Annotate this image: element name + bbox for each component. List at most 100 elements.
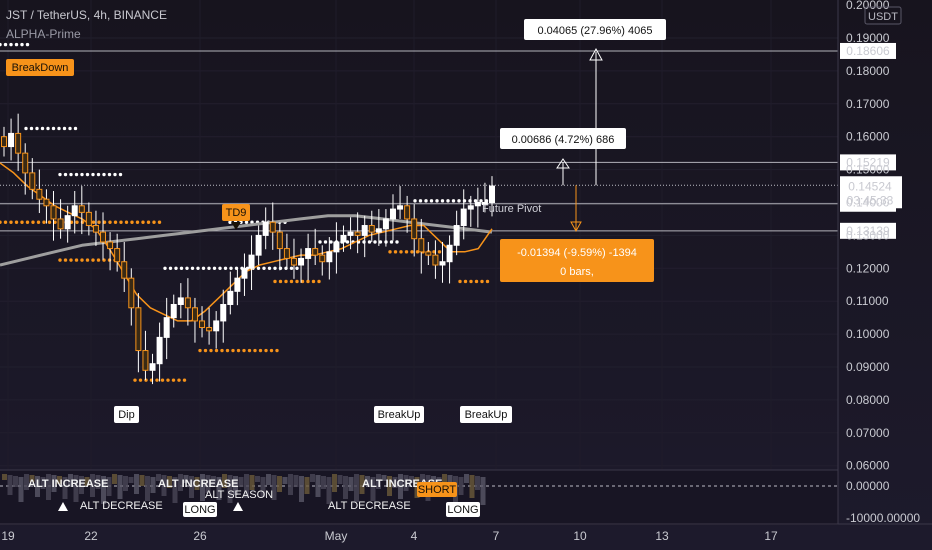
osc-bar xyxy=(315,475,321,497)
price-level-label: 0.15219 xyxy=(846,155,890,169)
signal-dot xyxy=(9,220,13,224)
candle-body xyxy=(241,267,248,279)
short-tag-label: SHORT xyxy=(418,484,457,496)
signal-dot xyxy=(201,266,206,270)
osc-bar xyxy=(299,476,304,502)
candle-body xyxy=(107,241,114,250)
osc-bar xyxy=(200,474,205,501)
osc-bar xyxy=(436,477,442,485)
triangle-up-icon xyxy=(58,502,68,511)
candle-body xyxy=(1,136,7,148)
gray-moving-average xyxy=(0,214,493,267)
signal-dot xyxy=(258,348,263,353)
long-tag-label: LONG xyxy=(447,504,478,516)
triangle-up-icon xyxy=(233,502,243,511)
signal-dot xyxy=(295,279,299,284)
osc-bar xyxy=(420,474,425,486)
time-axis: 19 22 26 May 4 7 10 13 17 xyxy=(1,529,778,543)
signal-dot xyxy=(155,378,159,382)
signal-dot xyxy=(300,279,305,284)
osc-bar xyxy=(68,474,73,487)
osc-bar xyxy=(381,475,387,481)
signal-dot xyxy=(410,250,414,254)
signal-dot xyxy=(166,378,170,382)
candle-body xyxy=(36,188,43,200)
osc-bar xyxy=(145,476,150,501)
signal-dot xyxy=(25,220,30,224)
indicator-name: ALPHA-Prime xyxy=(6,27,81,41)
signal-dot xyxy=(113,220,118,224)
candle-body xyxy=(114,248,121,263)
candle-body xyxy=(85,211,92,227)
signal-dot xyxy=(236,348,241,353)
signal-dot xyxy=(207,266,211,270)
signal-dot xyxy=(214,348,219,353)
osc-bar xyxy=(469,475,475,498)
signal-dot xyxy=(229,266,233,270)
signal-dot xyxy=(36,220,41,224)
long-tag-box xyxy=(183,502,217,517)
candle-body xyxy=(354,231,361,236)
osc-bar xyxy=(348,477,354,491)
signal-dot xyxy=(267,266,272,270)
signal-dot xyxy=(418,199,423,203)
osc-bar xyxy=(354,474,359,502)
osc-bar xyxy=(376,474,381,489)
candle-body xyxy=(50,205,57,220)
signal-dot xyxy=(69,172,73,177)
osc-bar xyxy=(62,477,68,499)
osc-bar xyxy=(139,475,145,486)
signal-dot xyxy=(264,348,268,353)
signal-dot xyxy=(144,378,148,382)
signal-dot xyxy=(157,220,162,224)
osc-bar xyxy=(403,475,409,491)
signal-dot xyxy=(329,240,333,244)
osc-bar xyxy=(398,474,403,499)
osc-bar xyxy=(18,477,24,502)
osc-bar xyxy=(332,474,337,492)
td9-tag-label: TD9 xyxy=(226,207,247,219)
short-tag-box xyxy=(417,482,457,497)
price-level-tag xyxy=(840,42,896,59)
measure-box xyxy=(524,19,666,40)
osc-label: ALT SEASON xyxy=(205,489,273,501)
candle-body xyxy=(220,303,227,322)
osc-bar xyxy=(112,474,117,484)
signal-dot xyxy=(135,220,140,224)
measure-arrow-icon xyxy=(589,47,603,61)
candle-body xyxy=(283,248,290,259)
osc-bar xyxy=(260,477,266,497)
signal-dot xyxy=(138,378,143,382)
price-tick-label: 0.18000 xyxy=(846,64,890,78)
signal-dot xyxy=(97,220,101,224)
osc-bar xyxy=(458,477,464,495)
td9-arrow-icon xyxy=(231,222,241,230)
signal-dot xyxy=(432,250,436,254)
signal-dot xyxy=(451,199,456,203)
price-axis: 0.19000 0.18000 0.17000 0.16000 0.15000 0.140… xyxy=(846,0,890,473)
osc-bar xyxy=(79,476,84,494)
candle-body xyxy=(262,221,269,236)
signal-dot xyxy=(256,266,261,270)
signal-dot xyxy=(14,220,19,224)
signal-dot xyxy=(9,42,13,47)
candle-body xyxy=(453,225,460,246)
currency-badge[interactable] xyxy=(864,6,902,25)
osc-bar xyxy=(57,476,62,484)
signal-dot xyxy=(209,348,213,353)
osc-bar xyxy=(370,477,376,501)
candle-body xyxy=(78,205,85,213)
signal-dot xyxy=(253,348,257,353)
signal-dot xyxy=(174,266,178,270)
signal-dot xyxy=(62,126,67,131)
candle-body xyxy=(305,248,312,259)
osc-bar xyxy=(2,474,7,480)
signal-dot xyxy=(473,199,478,203)
signal-dot xyxy=(63,258,68,262)
signal-dot xyxy=(20,220,24,224)
annotations: BreakDown TD9 Dip BreakUp BreakUp Future Pivo… xyxy=(6,19,666,423)
price-grid xyxy=(0,0,838,470)
signal-dot xyxy=(113,172,117,177)
signal-dot xyxy=(289,279,294,284)
